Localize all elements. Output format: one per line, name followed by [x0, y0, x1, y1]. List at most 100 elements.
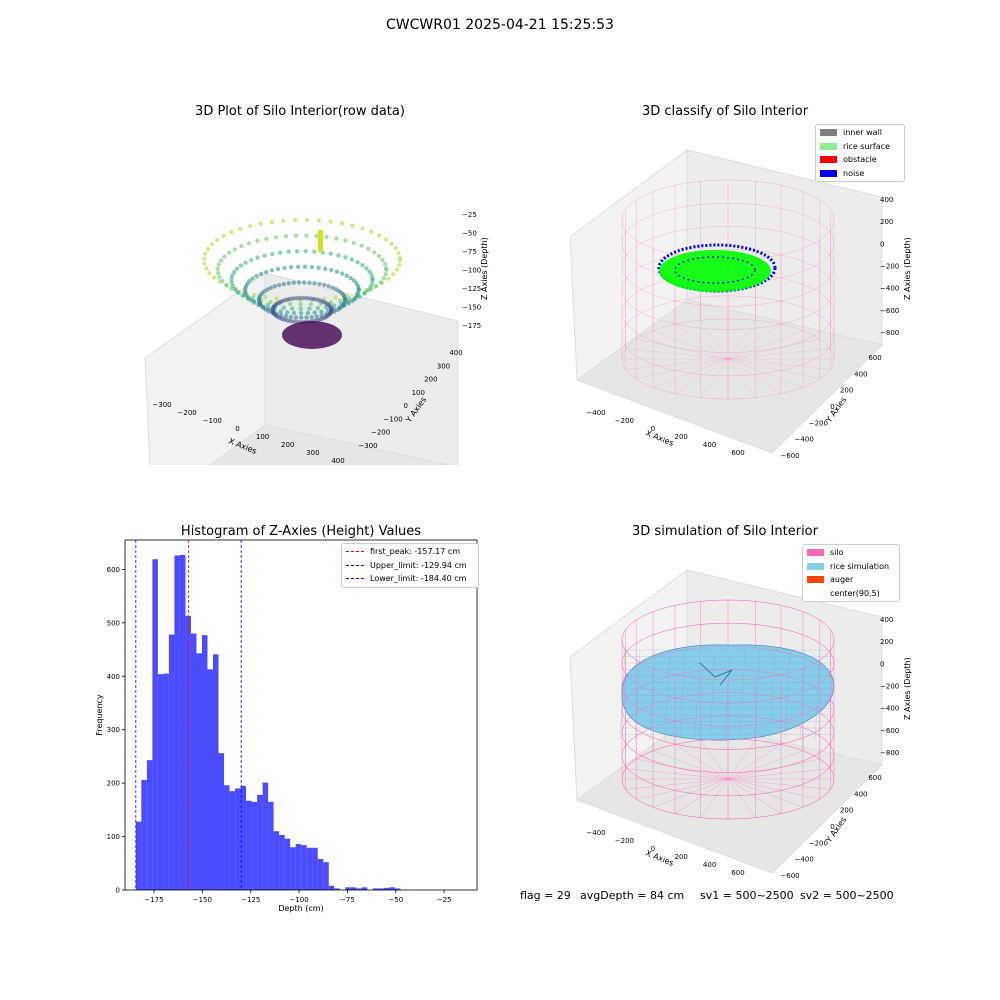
- raw-point: [290, 296, 296, 301]
- raw-z-tick: −50: [462, 230, 477, 238]
- raw-x-tick: −100: [203, 417, 222, 425]
- histogram-bar: [290, 847, 296, 890]
- raw-point: [382, 261, 388, 267]
- raw-point: [302, 280, 307, 285]
- raw-point: [394, 267, 400, 272]
- raw-point: [278, 309, 283, 314]
- raw-point: [315, 305, 321, 311]
- raw-point: [352, 296, 358, 301]
- histogram-bar: [345, 887, 351, 890]
- raw-x-tick: 300: [306, 449, 319, 457]
- raw-point: [285, 310, 290, 315]
- histogram-bar: [378, 888, 384, 890]
- raw-point: [359, 243, 364, 248]
- raw-point: [221, 233, 226, 239]
- raw-point: [326, 283, 331, 289]
- raw-y-tick: 100: [412, 389, 425, 397]
- raw-point: [380, 257, 385, 263]
- histogram-ylabel: Frequency: [95, 694, 104, 736]
- raw-point: [377, 233, 382, 238]
- rice-surface-points: [659, 250, 771, 292]
- raw-point: [201, 256, 207, 261]
- classify-z-tick: −400: [880, 285, 899, 293]
- raw-point: [383, 237, 389, 242]
- raw-point: [293, 233, 299, 238]
- raw-point: [243, 260, 248, 265]
- raw-point: [343, 255, 348, 260]
- histogram-bar: [306, 847, 313, 890]
- classify-z-tick: −800: [880, 329, 899, 337]
- histogram-bar: [235, 788, 241, 890]
- raw-point: [324, 234, 329, 240]
- raw-point: [229, 280, 234, 285]
- legend-item-rice-simulation: rice simulation: [807, 560, 895, 574]
- raw-point: [222, 254, 227, 259]
- raw-point: [268, 299, 273, 305]
- histogram-bar: [279, 834, 285, 890]
- simulation-y-tick: 200: [840, 807, 853, 815]
- legend-item-first-peak: first_peak: -157.17 cm: [346, 545, 474, 559]
- classify-x-tick: 600: [731, 449, 744, 457]
- y-tick-label: 0: [116, 887, 120, 895]
- histogram-bar: [246, 800, 252, 890]
- histogram-bar: [317, 859, 324, 890]
- raw-z-tick: −100: [462, 267, 481, 275]
- swatch-obstacle: [820, 156, 837, 164]
- raw-y-tick: 0: [403, 402, 407, 410]
- raw-point: [369, 229, 374, 234]
- raw-z-tick: −125: [462, 285, 481, 293]
- raw-point: [254, 273, 259, 279]
- histogram-bar: [229, 791, 236, 890]
- classify-xlabel: X Axies: [644, 429, 675, 448]
- classify-ylabel: Y Axies: [824, 395, 849, 425]
- raw-point: [282, 265, 287, 271]
- raw-point: [281, 305, 286, 311]
- classify-z-tick: 200: [880, 218, 893, 226]
- raw-point: [319, 309, 324, 315]
- histogram-reference-lines: [135, 540, 242, 890]
- raw-point: [292, 319, 297, 324]
- raw-point: [273, 235, 279, 240]
- raw-point: [214, 237, 220, 243]
- raw-point: [217, 274, 222, 280]
- classify-y-tick: 600: [868, 354, 881, 362]
- raw-y-tick: −300: [358, 442, 377, 450]
- raw-point: [294, 249, 300, 254]
- raw-point: [293, 315, 299, 320]
- simulation-z-tick: 400: [880, 616, 893, 624]
- raw-z-tick: −75: [462, 248, 477, 256]
- raw-point: [301, 295, 306, 301]
- raw-plot-title: 3D Plot of Silo Interior(row data): [195, 104, 405, 119]
- simulation-z-tick: 200: [880, 638, 893, 646]
- figure-title: CWCWR01 2025-04-21 15:25:53: [386, 17, 614, 33]
- raw-point: [268, 285, 274, 290]
- raw-point: [344, 273, 349, 278]
- raw-point: [372, 250, 377, 255]
- raw-point: [203, 251, 208, 256]
- status-avg-depth: avgDepth = 84 cm: [580, 889, 685, 902]
- raw-point: [383, 265, 389, 271]
- raw-point: [383, 271, 388, 277]
- raw-point: [295, 264, 301, 270]
- raw-point: [258, 271, 264, 277]
- raw-point: [272, 284, 278, 289]
- raw-point: [346, 301, 351, 306]
- raw-point: [303, 249, 308, 254]
- raw-point: [263, 294, 268, 300]
- histogram-bar: [207, 669, 213, 890]
- raw-point: [322, 282, 327, 288]
- swatch-silo: [807, 549, 824, 557]
- raw-point: [304, 217, 310, 223]
- legend-item-rice-surface: rice surface: [820, 140, 900, 154]
- simulation-legend: silo rice simulation auger center(90,5): [802, 544, 900, 602]
- x-tick-label: −100: [289, 896, 308, 904]
- classify-x-tick: 200: [675, 433, 688, 441]
- raw-point: [229, 230, 234, 235]
- raw-point: [291, 310, 297, 316]
- simulation-x-tick: 200: [675, 853, 688, 861]
- raw-point: [238, 226, 243, 232]
- raw-point: [262, 253, 267, 258]
- raw-point: [362, 291, 367, 296]
- classify-plot-title: 3D classify of Silo Interior: [641, 104, 809, 119]
- histogram-bar: [323, 862, 329, 890]
